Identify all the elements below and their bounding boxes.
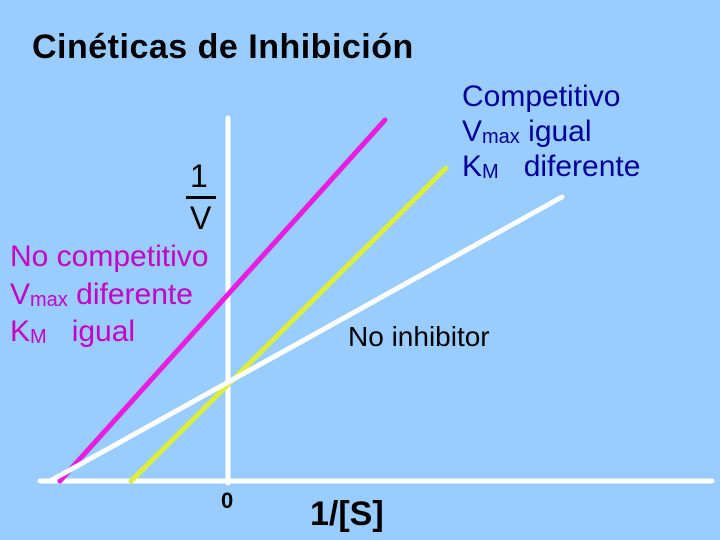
competitive-km-rest: diferente [498,150,641,183]
competitive-km-sub: M [482,161,499,183]
noncompetitive-vmax-main: V [10,278,31,311]
no-inhibitor-line [47,194,565,484]
origin-label: 0 [221,488,234,513]
y-axis-fraction-bar [186,196,216,199]
noncompetitive-line [57,117,388,484]
no-inhibitor-label: No inhibitor [348,321,490,352]
competitive-line [128,165,449,484]
competitive-km-main: K [462,150,483,183]
noncompetitive-label: No competitivo [10,242,208,272]
competitive-km-label: KM diferente [462,150,641,183]
y-axis-numerator: 1 [190,158,208,194]
noncompetitive-vmax-rest: diferente [67,278,193,311]
competitive-label: Competitivo [462,82,620,112]
noncompetitive-km-sub: M [30,326,47,348]
y-axis-denominator: V [190,200,212,236]
noncompetitive-km-rest: igual [46,315,136,348]
x-axis-label: 1/[S] [310,495,384,533]
noncompetitive-km-main: K [10,315,31,348]
competitive-vmax-rest: igual [519,115,592,148]
page-title: Cinéticas de Inhibición [32,28,414,66]
noncompetitive-name: No competitivo [10,240,209,273]
noncompetitive-vmax-label: Vmax diferente [10,278,193,311]
noncompetitive-km-label: KM igual [10,315,136,348]
noncompetitive-vmax-sub: max [30,289,68,311]
competitive-name: Competitivo [462,80,621,113]
competitive-vmax-sub: max [482,126,520,148]
competitive-vmax-main: V [462,115,483,148]
competitive-vmax-label: Vmax igual [462,115,592,148]
